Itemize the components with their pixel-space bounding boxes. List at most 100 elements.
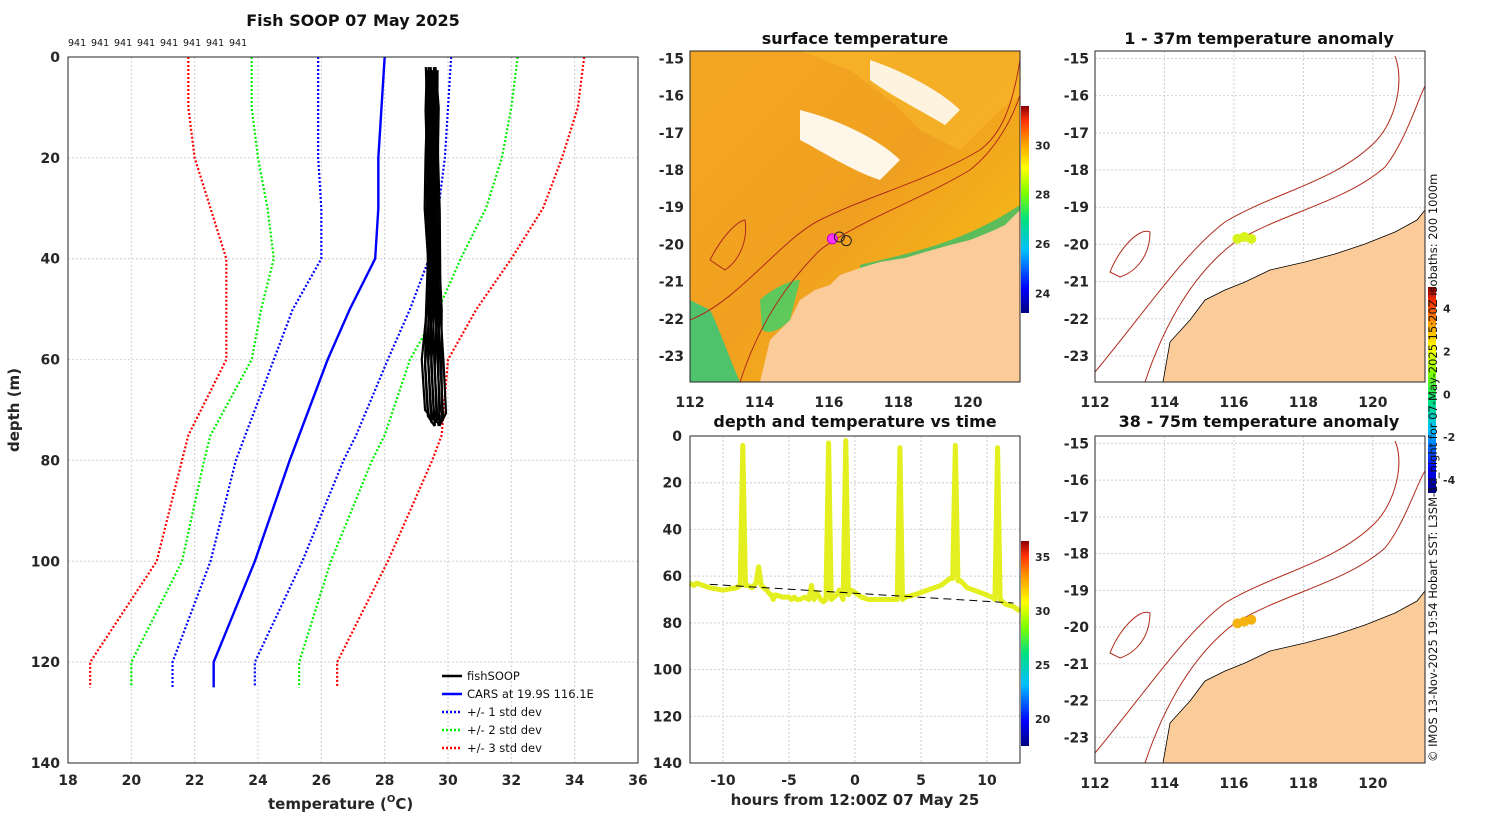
y-tick-label: -17 [1064,126,1089,142]
y-tick-label: -19 [659,200,684,216]
y-tick-label: 40 [41,252,61,268]
sst-map-panel: surface temperature 112 114 116 118 120 -15-… [659,29,1051,411]
profile-series-line [298,56,519,688]
sst-colorbar-ticks: 24 26 28 30 [1035,139,1051,300]
timeseries-axes-box [689,435,1021,764]
y-tick-label: 40 [663,522,683,538]
isobath-1000m [1144,85,1426,383]
legend-label: +/- 1 std dev [467,705,542,719]
y-tick-label: -23 [659,349,684,365]
profile-count-label: 941 [137,38,155,49]
colorbar-tick-label: 24 [1035,287,1051,300]
profile-series-line [89,57,228,688]
x-tick-label: 28 [375,773,394,789]
x-tick-label: 36 [628,773,647,789]
profile-count-label: 941 [91,38,109,49]
timeseries-colorbar-ticks: 20 25 30 35 [1035,551,1051,726]
colorbar-tick-label: 25 [1035,659,1050,672]
sst-warm-patch [700,51,1020,150]
y-tick-label: -15 [659,51,684,67]
colorbar-tick-label: -2 [1443,431,1455,444]
timeseries-colorbar [1021,541,1029,746]
y-tick-label: -19 [1064,200,1089,216]
y-tick-label: -21 [659,275,684,291]
profile-count-label: 941 [183,38,201,49]
timeseries-panel: depth and temperature vs time -10 -5 0 5 10 … [653,412,1051,809]
anomaly-lower-panel: 38 - 75m temperature anomaly 112 114 116 11… [1064,412,1426,792]
anomaly-map: 112 114 116 118 120-15-16-17-18-19-20-21-22-… [1064,50,1426,411]
cloud-mask [800,110,900,180]
y-tick-label: 120 [653,709,682,725]
y-tick-label: -16 [659,89,684,105]
y-tick-label: -17 [659,126,684,142]
x-tick-label: 114 [745,395,774,411]
x-tick-label: 116 [1219,395,1248,411]
x-tick-label: 118 [884,395,913,411]
timeseries-y-ticks: 0 20 40 60 80 100 120 140 [653,429,682,772]
isobath-200m [690,59,1020,321]
profile-series-line [336,56,586,688]
legend-label: +/- 2 std dev [467,723,542,737]
profile-count-label: 941 [206,38,224,49]
profile-xlabel: temperature (OC) [268,794,413,813]
profile-count-label: 941 [160,38,178,49]
x-tick-label: -10 [710,773,736,789]
sst-cool-coastal [760,280,800,332]
fishsoop-profile-line [436,70,448,424]
profile-series-line [212,56,386,688]
vessel-position-marker [840,235,852,247]
y-tick-label: -22 [659,312,684,328]
island-isobath [709,219,747,271]
x-tick-label: 120 [953,395,982,411]
y-tick-label: 0 [50,50,60,66]
island-isobath [1109,230,1151,278]
sst-colorbar [1021,106,1029,313]
x-tick-label: 32 [502,773,521,789]
anomaly-x-ticks: 112 114 116 118 120 [1080,395,1387,411]
colorbar-tick-label: -4 [1443,474,1456,487]
x-tick-label: 5 [916,773,926,789]
credit-text: © IMOS 13-Nov-2025 19:54 Hobart SST: L3S… [1426,174,1440,762]
y-tick-label: -20 [1064,237,1090,253]
legend-label: CARS at 19.9S 116.1E [467,687,594,701]
colorbar-tick-label: 28 [1035,189,1050,202]
fishsoop-profiles [420,66,448,427]
y-tick-label: -15 [1064,436,1089,452]
colorbar-tick-label: 2 [1443,345,1451,358]
y-tick-label: -23 [1064,349,1089,365]
isobath-200m [1094,55,1400,373]
y-tick-label: 0 [672,429,682,445]
anomaly-x-ticks: 112 114 116 118 120 [1080,776,1387,792]
anomaly-colorbar-ticks: 4 2 0 -2 -4 [1443,302,1456,487]
y-tick-label: -21 [1064,275,1089,291]
anomaly-y-ticks: -15 -16 -17 -18 -19 -20 -21 -22 -23 [1064,51,1090,365]
land [760,210,1020,382]
legend-label: fishSOOP [467,669,520,683]
y-tick-label: 60 [663,569,683,585]
anomaly-upper-panel: 1 - 37m temperature anomaly 112 114 116 118… [1064,29,1426,411]
x-tick-label: 112 [1080,776,1109,792]
y-tick-label: -22 [1064,694,1089,710]
profile-axes-box [67,56,639,764]
y-tick-label: 20 [41,151,61,167]
timeseries-title: depth and temperature vs time [713,412,996,431]
colorbar-tick-label: 26 [1035,238,1051,251]
profile-panel: Fish SOOP 07 May 2025 941 941 941 941 941 941… [5,11,648,813]
depth-time-track [688,438,1022,614]
x-tick-label: 22 [185,773,204,789]
x-tick-label: 30 [438,773,458,789]
anomaly-y-ticks: -15 -16 -17 -18 -19 -20 -21 -22 -23 [1064,436,1090,746]
profile-count-label: 941 [68,38,86,49]
x-tick-label: 34 [565,773,585,789]
y-tick-label: -18 [1064,547,1089,563]
x-tick-label: 118 [1289,395,1318,411]
profile-series-line [253,56,453,688]
anomaly-colorbar [1428,287,1436,493]
y-tick-label: -23 [1064,730,1089,746]
isobath-200m [1094,440,1400,754]
x-tick-label: 120 [1358,776,1387,792]
x-tick-label: 24 [248,773,268,789]
y-tick-label: 20 [663,476,683,492]
colorbar-tick-label: 35 [1035,551,1050,564]
y-tick-label: -16 [1064,473,1089,489]
